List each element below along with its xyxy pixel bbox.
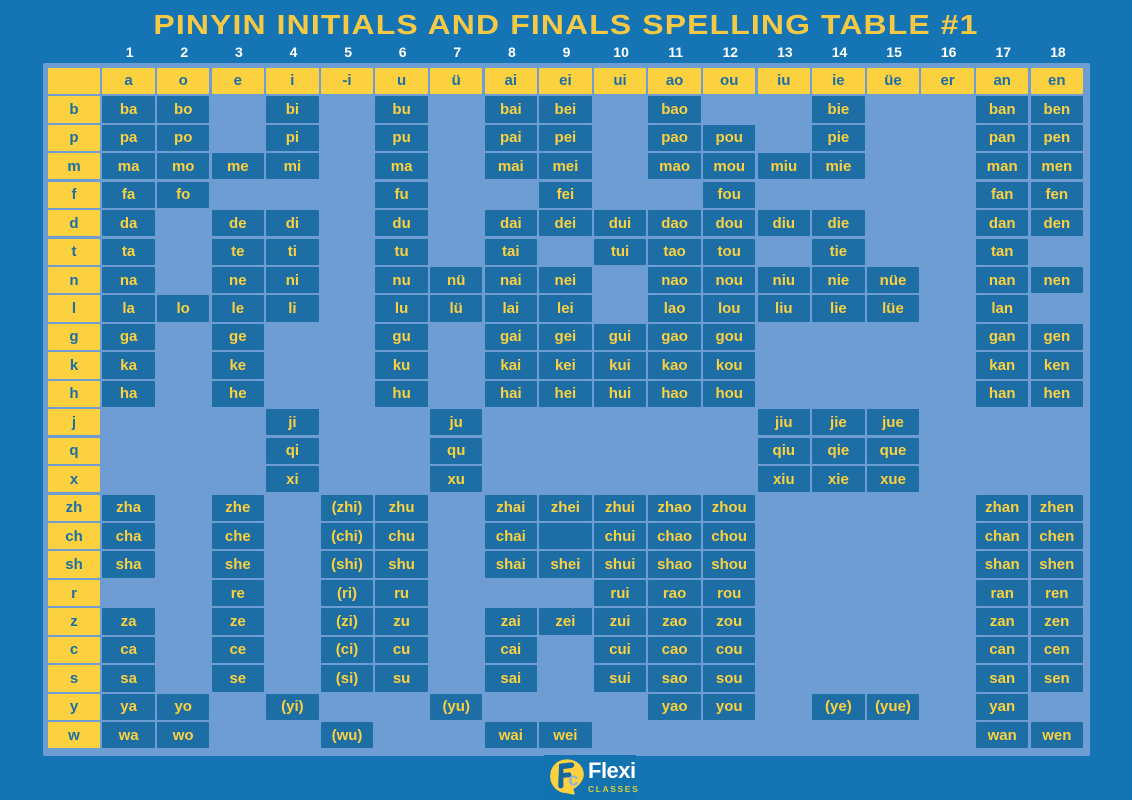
svg-text:c: c (568, 768, 578, 789)
